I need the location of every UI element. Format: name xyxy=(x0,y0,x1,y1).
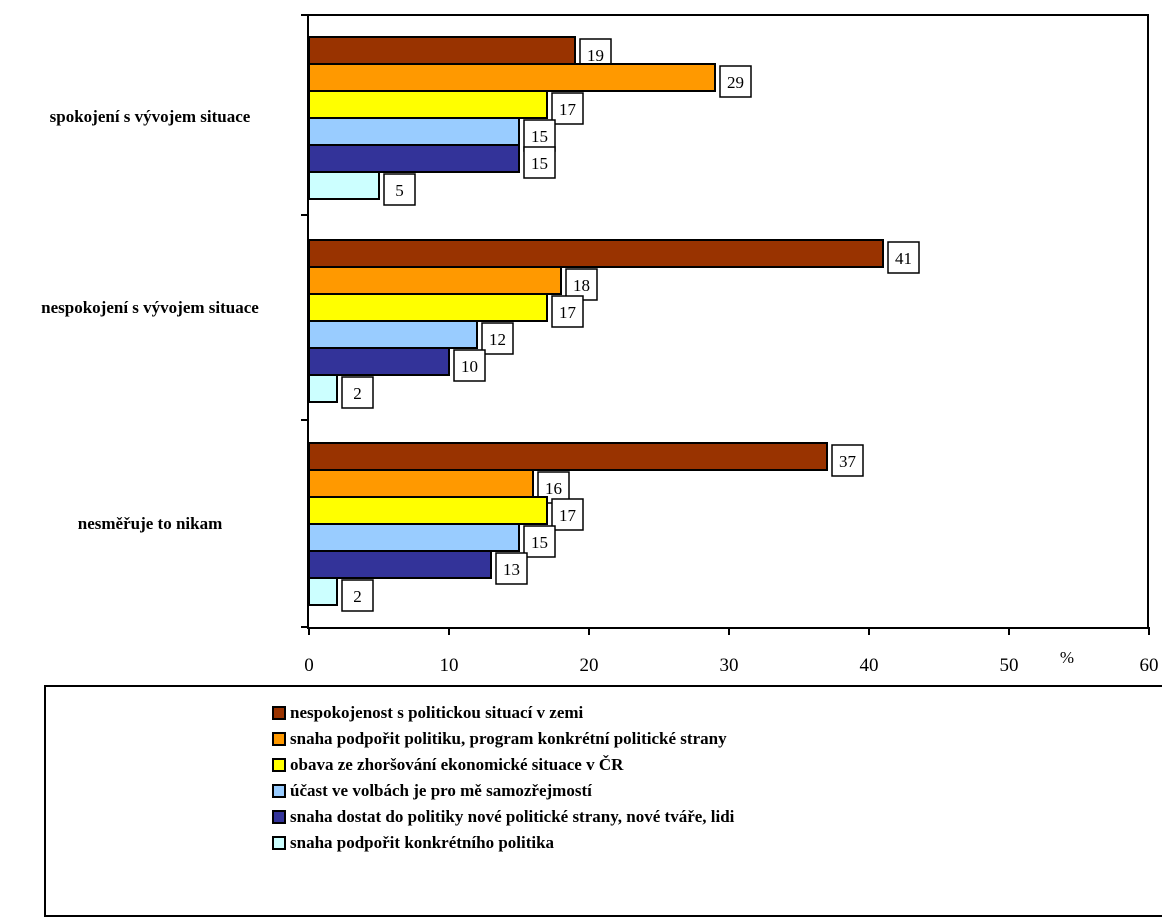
x-tick-label-40: 40 xyxy=(860,655,879,676)
data-label-box xyxy=(523,119,556,152)
legend-swatch xyxy=(272,784,286,798)
bar-3-6 xyxy=(308,577,338,606)
data-label: 13 xyxy=(503,560,520,579)
bar-chart: 19 29 17 15 15 5 41 18 17 12 10 2 37 16 17 15 13 2 0 10 20 3… xyxy=(301,14,1159,676)
data-label: 16 xyxy=(545,479,562,498)
bar-1-4 xyxy=(308,117,520,146)
x-tick-label-20: 20 xyxy=(580,655,599,676)
legend-label: snaha podpořit konkrétního politika xyxy=(290,833,555,852)
data-label: 15 xyxy=(531,154,548,173)
legend-swatch xyxy=(272,706,286,720)
bar-1-1 xyxy=(308,36,576,65)
legend-label: snaha dostat do politiky nové politické … xyxy=(290,807,735,826)
bar-2-4 xyxy=(308,320,478,349)
x-axis-unit: % xyxy=(1060,648,1074,667)
data-label-box xyxy=(523,146,556,179)
data-label-box xyxy=(495,552,528,585)
legend-item-support-party: snaha podpořit politiku, program konkrét… xyxy=(272,726,727,752)
data-label-box xyxy=(887,241,920,274)
legend-label: účast ve volbách je pro mě samozřejmostí xyxy=(290,781,592,800)
data-label-box xyxy=(831,444,864,477)
bar-2-2 xyxy=(308,266,562,295)
bar-2-1 xyxy=(308,239,884,268)
legend-item-economic-fear: obava ze zhoršování ekonomické situace v… xyxy=(272,752,623,778)
data-label: 15 xyxy=(531,127,548,146)
data-label-box xyxy=(523,525,556,558)
bar-3-3 xyxy=(308,496,548,525)
data-label: 10 xyxy=(461,357,478,376)
data-label: 17 xyxy=(559,506,577,525)
data-label: 19 xyxy=(587,46,604,65)
data-label: 15 xyxy=(531,533,548,552)
x-tick-label-10: 10 xyxy=(440,655,459,676)
bar-3-1 xyxy=(308,442,828,471)
data-label-box xyxy=(551,295,584,328)
data-label-box xyxy=(551,92,584,125)
data-label: 2 xyxy=(353,384,362,403)
bar-1-5 xyxy=(308,144,520,173)
bar-1-3 xyxy=(308,90,548,119)
legend-item-support-politician: snaha podpořit konkrétního politika xyxy=(272,830,554,856)
data-label-box xyxy=(481,322,514,355)
category-label-going-nowhere: nesměřuje to nikam xyxy=(77,514,223,533)
bar-2-3 xyxy=(308,293,548,322)
data-label: 29 xyxy=(727,73,744,92)
x-tick-label-0: 0 xyxy=(304,655,314,676)
legend-item-dissatisfaction-politics: nespokojenost s politickou situací v zem… xyxy=(272,700,583,726)
bar-3-4 xyxy=(308,523,520,552)
bars-layer: 19 29 17 15 15 5 41 18 17 12 10 2 37 16 17 15 13 2 xyxy=(308,36,920,612)
data-label-box xyxy=(341,376,374,409)
data-label: 37 xyxy=(839,452,857,471)
data-label-box xyxy=(383,173,416,206)
legend-swatch xyxy=(272,836,286,850)
data-label: 2 xyxy=(353,587,362,606)
bar-2-6 xyxy=(308,374,338,403)
data-label: 17 xyxy=(559,100,577,119)
x-tick-label-60: 60 xyxy=(1140,655,1159,676)
bar-1-6 xyxy=(308,171,380,200)
data-label: 17 xyxy=(559,303,577,322)
data-label-box xyxy=(341,579,374,612)
data-label: 12 xyxy=(489,330,506,349)
data-label-box xyxy=(719,65,752,98)
data-label: 41 xyxy=(895,249,912,268)
legend-label: nespokojenost s politickou situací v zem… xyxy=(290,703,584,722)
x-tick-label-50: 50 xyxy=(1000,655,1019,676)
legend-label: snaha podpořit politiku, program konkrét… xyxy=(290,729,727,748)
legend-label: obava ze zhoršování ekonomické situace v… xyxy=(290,755,624,774)
bar-3-5 xyxy=(308,550,492,579)
data-label-box xyxy=(551,498,584,531)
data-label: 5 xyxy=(395,181,404,200)
bar-2-5 xyxy=(308,347,450,376)
category-label-dissatisfied: nespokojení s vývojem situace xyxy=(41,298,259,317)
data-label: 18 xyxy=(573,276,590,295)
legend-item-new-parties: snaha dostat do politiky nové politické … xyxy=(272,804,734,830)
legend-swatch xyxy=(272,758,286,772)
legend-swatch xyxy=(272,810,286,824)
legend: nespokojenost s politickou situací v zem… xyxy=(44,685,1162,917)
bar-1-2 xyxy=(308,63,716,92)
legend-item-voting-natural: účast ve volbách je pro mě samozřejmostí xyxy=(272,778,592,804)
axis-layer: 0 10 20 30 40 50 60% xyxy=(301,14,1159,676)
data-label-box xyxy=(453,349,486,382)
legend-swatch xyxy=(272,732,286,746)
bar-3-2 xyxy=(308,469,534,498)
category-label-satisfied: spokojení s vývojem situace xyxy=(49,107,251,126)
x-tick-label-30: 30 xyxy=(720,655,739,676)
